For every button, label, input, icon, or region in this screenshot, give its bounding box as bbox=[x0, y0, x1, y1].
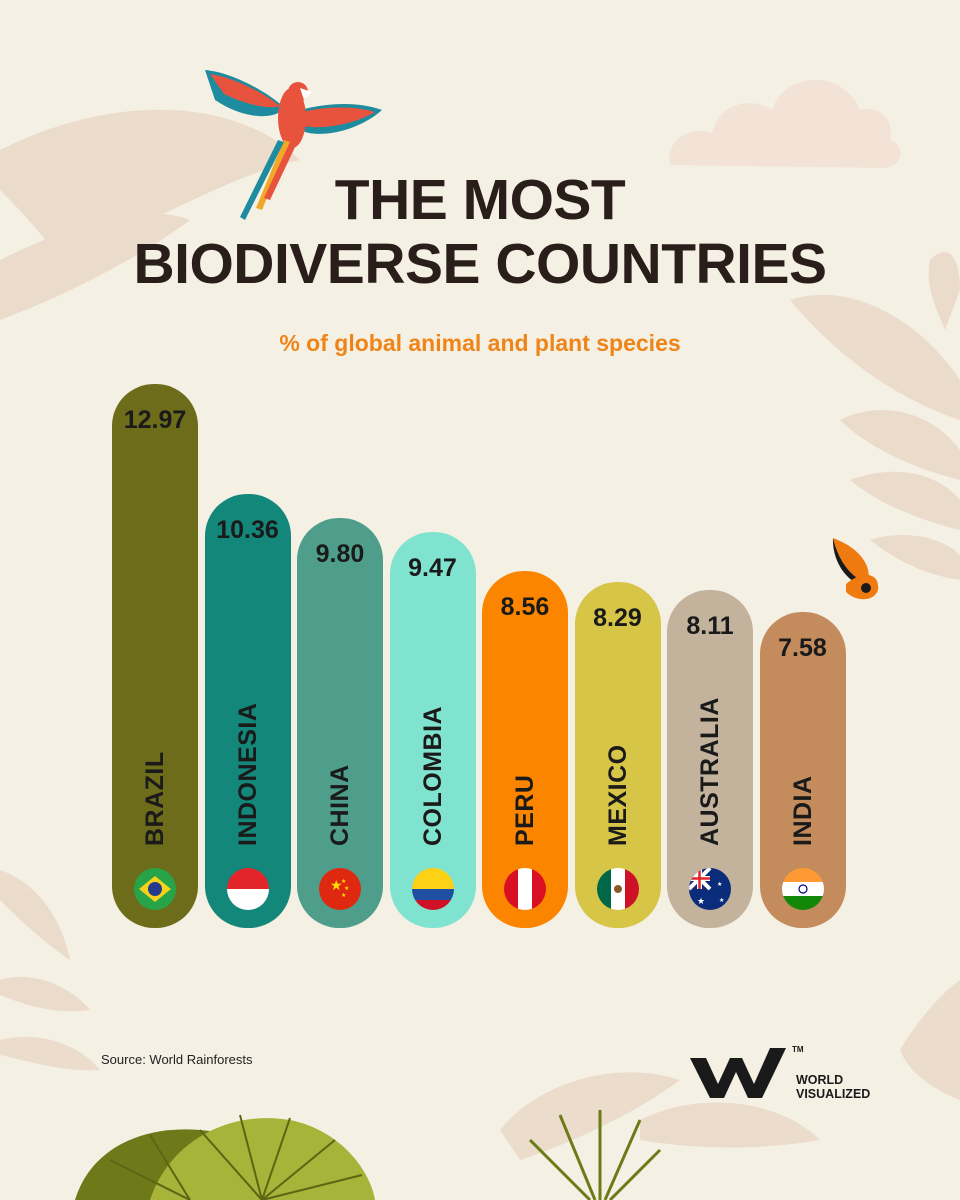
bar-indonesia: 10.36 INDONESIA bbox=[204, 494, 291, 928]
india-flag-icon bbox=[781, 868, 824, 910]
chart-title: THE MOST BIODIVERSE COUNTRIES bbox=[0, 168, 960, 296]
bar-australia: 8.11 AUSTRALIA ★ ★ ★ bbox=[667, 589, 753, 928]
title-line-1: THE MOST bbox=[334, 168, 626, 232]
svg-text:★: ★ bbox=[697, 897, 705, 907]
bar-category-label: PERU bbox=[511, 774, 539, 846]
bar-category-label: INDIA bbox=[788, 775, 817, 846]
bar-category-label: BRAZIL bbox=[141, 751, 169, 846]
bar-value-label: 10.36 bbox=[216, 516, 279, 545]
trademark-mark: TM bbox=[792, 1045, 804, 1054]
brand-line-2: VISUALIZED bbox=[796, 1087, 871, 1101]
bar-value-label: 7.58 bbox=[778, 634, 827, 662]
chart-subtitle: % of global animal and plant species bbox=[279, 330, 681, 356]
mexico-flag-icon bbox=[596, 867, 639, 910]
bar-value-label: 9.47 bbox=[408, 554, 457, 583]
source-note: Source: World Rainforests bbox=[101, 1052, 253, 1067]
australia-flag-icon: ★ ★ ★ bbox=[689, 867, 731, 910]
peru-flag-icon bbox=[504, 867, 546, 910]
svg-text:★: ★ bbox=[344, 885, 349, 892]
svg-text:★: ★ bbox=[341, 878, 346, 885]
brand-name: WORLD VISUALIZED bbox=[796, 1073, 870, 1101]
bar-mexico: 8.29 MEXICO bbox=[574, 581, 661, 928]
title-line-2: BIODIVERSE COUNTRIES bbox=[133, 232, 827, 296]
svg-text:★: ★ bbox=[719, 897, 724, 904]
bar-category-label: AUSTRALIA bbox=[696, 697, 724, 846]
bar-category-label: CHINA bbox=[326, 764, 354, 846]
bar-peru: 8.56 PERU bbox=[482, 570, 568, 928]
world-visualized-logo: TM bbox=[690, 1045, 804, 1098]
svg-text:★: ★ bbox=[717, 881, 722, 888]
bar-china: 9.80 CHINA ★ ★ ★ ★ bbox=[297, 518, 383, 928]
bar-value-label: 9.80 bbox=[315, 540, 365, 569]
svg-text:★: ★ bbox=[341, 892, 346, 899]
bar-category-label: MEXICO bbox=[603, 744, 632, 846]
colombia-flag-icon bbox=[411, 867, 454, 910]
bar-category-label: COLOMBIA bbox=[418, 705, 447, 846]
indonesia-flag-icon bbox=[226, 867, 269, 910]
bar-india: 7.58 INDIA bbox=[759, 612, 846, 928]
china-flag-icon: ★ ★ ★ ★ bbox=[319, 867, 361, 910]
brand-line-1: WORLD bbox=[796, 1073, 844, 1087]
svg-text:★: ★ bbox=[330, 878, 343, 894]
bar-value-label: 8.29 bbox=[593, 603, 642, 632]
brazil-flag-icon bbox=[134, 867, 176, 910]
bar-colombia: 9.47 COLOMBIA bbox=[389, 532, 476, 928]
bar-category-label: INDONESIA bbox=[233, 702, 262, 846]
bar-value-label: 8.56 bbox=[500, 592, 550, 621]
bar-value-label: 12.97 bbox=[123, 406, 187, 434]
bar-value-label: 8.11 bbox=[686, 611, 734, 640]
bar-brazil: 12.97 BRAZIL bbox=[112, 384, 198, 928]
